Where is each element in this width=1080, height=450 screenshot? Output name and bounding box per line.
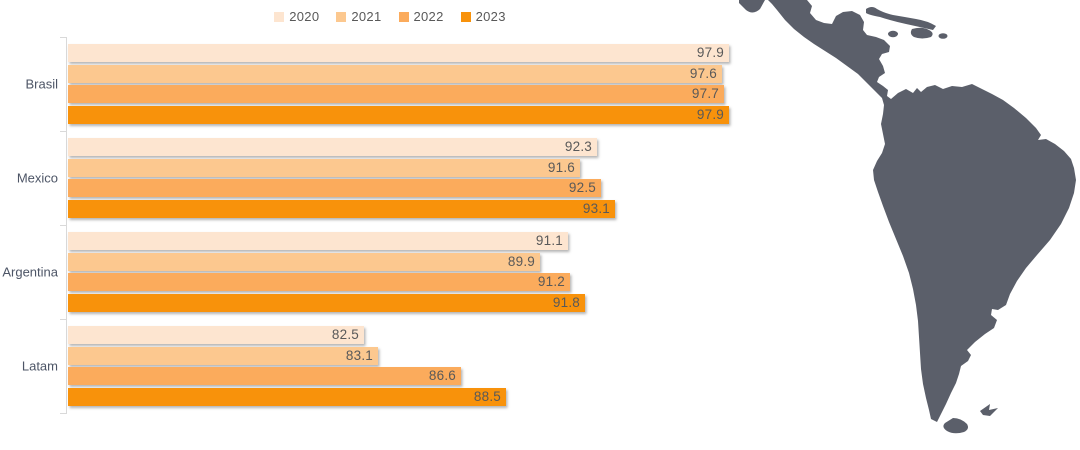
map-baja-fragment [739, 0, 765, 13]
category-label: Mexico [16, 170, 58, 186]
category-label: Argentina [2, 264, 58, 280]
chart-legend: 2020 2021 2022 2023 [0, 9, 780, 24]
bar-value-label: 91.1 [535, 233, 563, 249]
category-row-Argentina: Argentina 91.1 89.9 91.2 91.8 [0, 225, 780, 319]
bar-Mexico-2023: 93.1 [68, 199, 615, 218]
bar-Brasil-2023: 97.9 [68, 105, 729, 124]
map-mainland [768, 0, 1076, 422]
bar-Latam-2021: 83.1 [68, 346, 378, 365]
bar-value-label: 97.6 [689, 65, 717, 81]
axis-tick [60, 413, 66, 414]
legend-swatch-2020 [274, 11, 285, 22]
bar-Argentina-2022: 91.2 [68, 273, 570, 292]
bar-value-label: 97.9 [696, 106, 724, 122]
bar-value-label: 93.1 [582, 200, 610, 216]
latin-america-map-svg [739, 0, 1076, 434]
bar-Argentina-2021: 89.9 [68, 252, 540, 271]
category-label: Latam [21, 358, 58, 374]
map-falklands [980, 404, 998, 416]
bar-group: 92.3 91.6 92.5 93.1 [68, 131, 615, 225]
category-label: Brasil [25, 76, 58, 92]
legend-label: 2022 [413, 9, 444, 24]
bar-chart: 2020 2021 2022 2023 Brasil 97.9 97.6 97.7 97.9 M… [0, 9, 780, 414]
map-cuba [866, 7, 936, 30]
legend-item-2022: 2022 [398, 9, 444, 24]
axis-tick [60, 225, 66, 226]
bar-Mexico-2021: 91.6 [68, 158, 580, 177]
bar-group: 82.5 83.1 86.6 88.5 [68, 319, 506, 413]
map-small-island [888, 30, 898, 38]
latin-america-map [700, 0, 1080, 445]
bar-value-label: 91.6 [547, 159, 575, 175]
bar-value-label: 88.5 [473, 388, 501, 404]
legend-label: 2023 [475, 9, 506, 24]
bar-value-label: 91.8 [552, 294, 580, 310]
axis-tick [60, 319, 66, 320]
legend-swatch-2022 [398, 11, 409, 22]
bar-Brasil-2020: 97.9 [68, 44, 729, 63]
category-row-Latam: Latam 82.5 83.1 86.6 88.5 [0, 319, 780, 413]
legend-item-2021: 2021 [336, 9, 381, 24]
bar-value-label: 97.9 [696, 45, 724, 61]
bar-Mexico-2020: 92.3 [68, 138, 597, 157]
legend-label: 2020 [289, 9, 320, 24]
legend-swatch-2021 [336, 11, 347, 22]
legend-swatch-2023 [460, 11, 471, 22]
bar-value-label: 82.5 [331, 327, 359, 343]
bar-value-label: 92.3 [564, 139, 592, 155]
bar-Latam-2020: 82.5 [68, 326, 364, 345]
bar-Latam-2022: 86.6 [68, 367, 461, 386]
map-puerto-rico [938, 33, 948, 39]
category-row-Brasil: Brasil 97.9 97.6 97.7 97.9 [0, 37, 780, 131]
legend-item-2023: 2023 [460, 9, 506, 24]
bar-value-label: 83.1 [345, 347, 373, 363]
legend-item-2020: 2020 [274, 9, 319, 24]
bar-Latam-2023: 88.5 [68, 387, 506, 406]
bar-value-label: 91.2 [537, 274, 565, 290]
bar-value-label: 86.6 [428, 368, 456, 384]
bar-Brasil-2022: 97.7 [68, 85, 724, 104]
category-row-Mexico: Mexico 92.3 91.6 92.5 93.1 [0, 131, 780, 225]
bar-Argentina-2020: 91.1 [68, 232, 568, 251]
map-hispaniola [910, 27, 933, 39]
bar-Mexico-2022: 92.5 [68, 179, 601, 198]
bar-value-label: 92.5 [568, 180, 596, 196]
bar-value-label: 97.7 [691, 86, 719, 102]
legend-label: 2021 [351, 9, 382, 24]
bar-group: 91.1 89.9 91.2 91.8 [68, 225, 585, 319]
bar-Argentina-2023: 91.8 [68, 293, 585, 312]
bar-group: 97.9 97.6 97.7 97.9 [68, 37, 729, 131]
axis-tick [60, 37, 66, 38]
map-tierra-del-fuego [943, 418, 968, 434]
axis-tick [60, 131, 66, 132]
bar-Brasil-2021: 97.6 [68, 64, 722, 83]
bar-value-label: 89.9 [507, 253, 535, 269]
category-axis-line [66, 37, 67, 414]
